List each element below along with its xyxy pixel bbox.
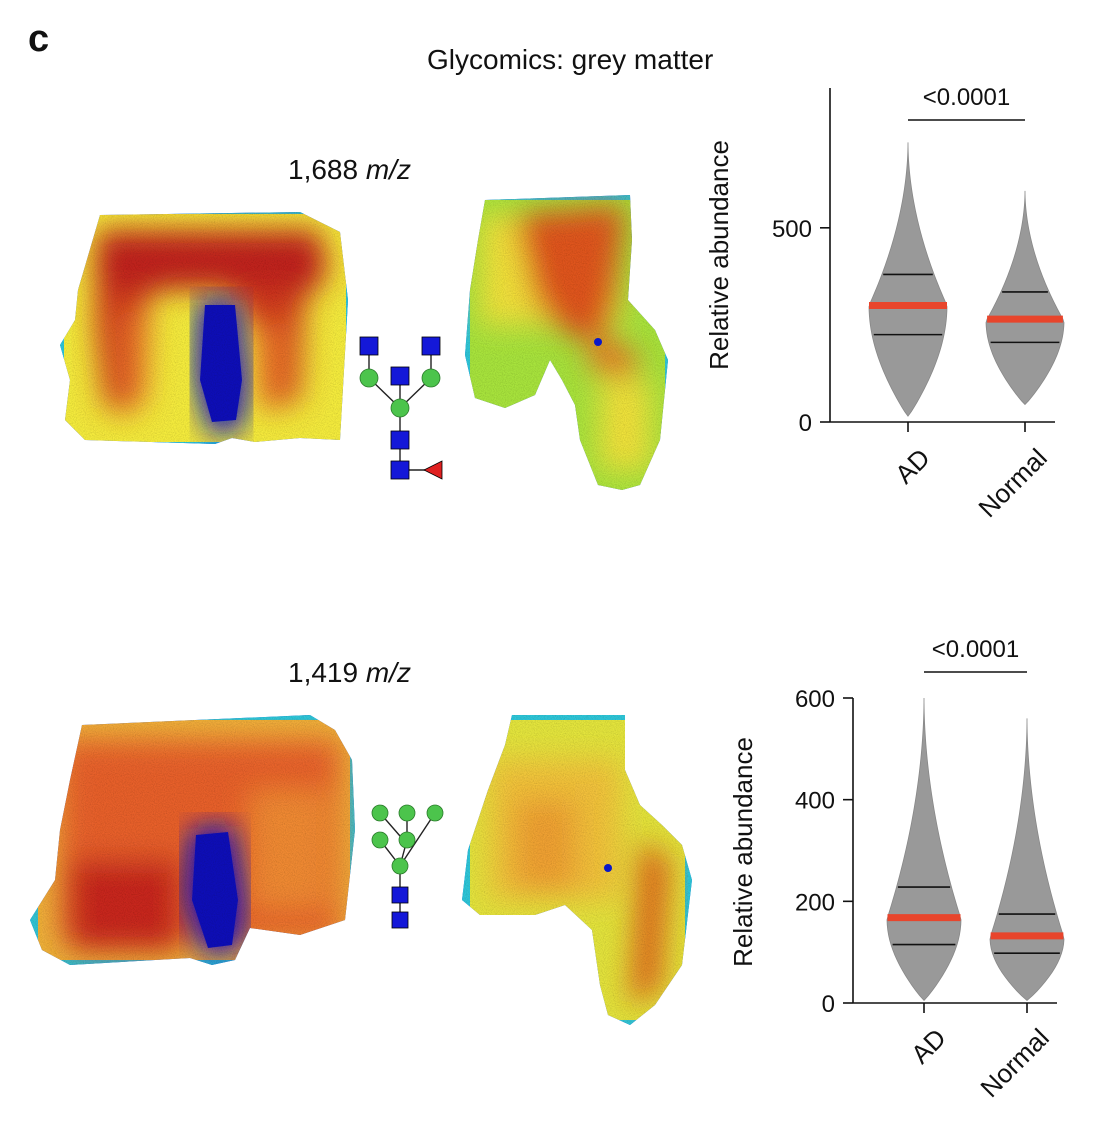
violin-chart-1688: 0 500 Relative abundance AD Normal <0.0001 — [704, 84, 1065, 523]
glycan-structure-1419 — [371, 804, 444, 929]
p-value-label: <0.0001 — [932, 636, 1019, 663]
tissue-image-normal-1688 — [465, 195, 668, 490]
x-tick-label: AD — [905, 1023, 952, 1070]
glcnac-square-icon — [391, 886, 409, 904]
y-tick-label: 400 — [795, 788, 835, 815]
glcnac-square-icon — [421, 336, 441, 356]
mz-unit-top: m/z — [365, 154, 411, 185]
y-tick-label: 600 — [795, 686, 835, 713]
violin-normal — [985, 190, 1065, 406]
mannose-circle-icon — [359, 368, 379, 388]
mz-value-bottom: 1,419 — [288, 657, 359, 688]
panel-letter: c — [28, 18, 50, 60]
mz-label-bottom: 1,419 m/z — [288, 657, 411, 689]
mannose-circle-icon — [371, 804, 389, 822]
tissue-image-ad-1419 — [30, 715, 355, 965]
glcnac-square-icon — [390, 366, 410, 386]
y-tick-label: 0 — [822, 991, 835, 1018]
mannose-circle-icon — [398, 804, 416, 822]
figure-title: Glycomics: grey matter — [427, 44, 714, 75]
glcnac-square-icon — [390, 430, 410, 450]
mz-unit-bottom: m/z — [365, 657, 411, 688]
mannose-circle-icon — [398, 831, 416, 849]
mannose-circle-icon — [391, 857, 409, 875]
mannose-circle-icon — [426, 804, 444, 822]
y-axis-label: Relative abundance — [728, 737, 758, 967]
x-tick-label: Normal — [974, 1023, 1054, 1103]
glcnac-square-icon — [390, 460, 410, 480]
glycan-structure-1688 — [359, 336, 443, 480]
tissue-image-normal-1419 — [462, 715, 692, 1025]
y-tick-label: 0 — [799, 410, 812, 437]
p-value-label: <0.0001 — [923, 84, 1010, 111]
glcnac-square-icon — [359, 336, 379, 356]
mz-value-top: 1,688 — [288, 154, 359, 185]
mannose-circle-icon — [371, 831, 389, 849]
x-tick-label: Normal — [972, 443, 1052, 523]
violin-chart-1419: 0 200 400 600 Relative abundance AD Normal <0.0… — [728, 636, 1065, 1103]
tissue-image-ad-1688 — [60, 212, 348, 444]
y-tick-label: 500 — [772, 216, 812, 243]
glcnac-square-icon — [391, 911, 409, 929]
y-axis-label: Relative abundance — [704, 140, 734, 370]
fucose-triangle-icon — [423, 460, 443, 480]
violin-normal — [989, 718, 1065, 1001]
mannose-circle-icon — [421, 368, 441, 388]
y-tick-label: 200 — [795, 889, 835, 916]
x-tick-label: AD — [889, 443, 936, 490]
mannose-circle-icon — [390, 398, 410, 418]
mz-label-top: 1,688 m/z — [288, 154, 411, 186]
violin-ad — [868, 142, 948, 417]
violin-ad — [886, 697, 962, 1002]
